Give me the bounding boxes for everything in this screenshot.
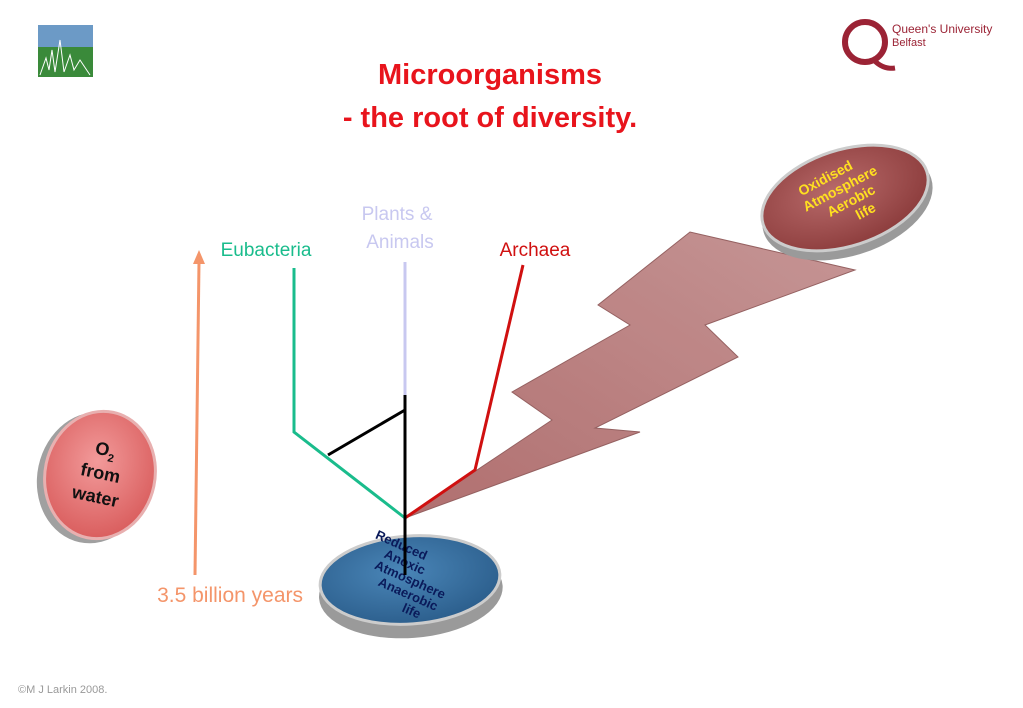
lightning-bolt: [404, 231, 857, 519]
title: - the root of diversity.: [343, 102, 637, 134]
archaea-branch: [404, 264, 525, 520]
eubacteria-branch: [292, 268, 406, 520]
tree-label: Eubacteria: [221, 240, 312, 261]
tree-label: Animals: [366, 232, 434, 253]
logo-text: Belfast: [892, 37, 926, 49]
o2-disc: O2 from water: [36, 409, 157, 544]
title: Microorganisms: [378, 59, 602, 91]
tree-label: Archaea: [500, 240, 571, 261]
logo-text: Queen's University: [892, 22, 992, 36]
link-branch: [327, 408, 406, 457]
tree: [292, 262, 525, 575]
disc-text: O: [93, 438, 111, 460]
footer: ©M J Larkin 2008.: [18, 684, 107, 696]
oxidised-disc: Oxidised Atmosphere Aerobic life: [760, 143, 933, 261]
time-arrow: [193, 250, 205, 576]
tree-label: Plants &: [362, 204, 433, 225]
qub-logo: Queen's University Belfast: [842, 19, 992, 71]
reduced-disc: Reduced Anoxic Atmosphere Anaerobic life: [318, 527, 503, 639]
disc-text: O2: [93, 438, 118, 466]
disc-text: 2: [106, 452, 114, 465]
time-label: 3.5 billion years: [157, 584, 303, 607]
left-logo: [38, 25, 93, 77]
disc-text: life: [400, 600, 423, 621]
